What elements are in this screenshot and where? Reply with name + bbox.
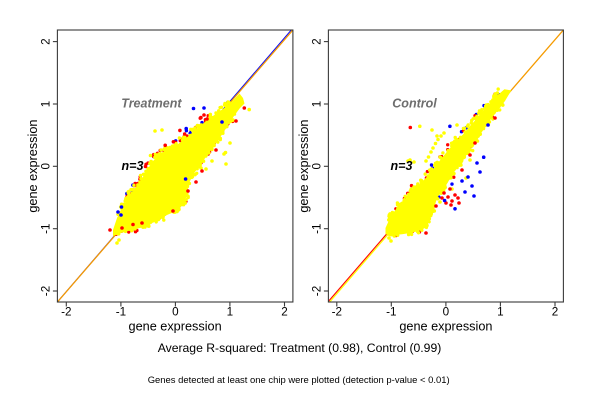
svg-text:gene expression: gene expression (26, 120, 40, 213)
svg-text:2: 2 (552, 305, 559, 318)
svg-text:-2: -2 (311, 286, 324, 296)
svg-text:2: 2 (40, 38, 53, 45)
svg-text:Treatment: Treatment (121, 96, 182, 110)
svg-text:2: 2 (311, 38, 324, 45)
svg-text:0: 0 (443, 305, 450, 318)
svg-text:-2: -2 (61, 305, 71, 318)
svg-text:n=3: n=3 (122, 159, 144, 173)
svg-text:2: 2 (281, 305, 288, 318)
svg-text:gene expression: gene expression (399, 320, 492, 334)
svg-text:1: 1 (311, 101, 324, 108)
svg-text:0: 0 (40, 163, 53, 170)
svg-text:0: 0 (172, 305, 179, 318)
svg-text:1: 1 (40, 101, 53, 108)
svg-text:Average R-squared: Treatment (: Average R-squared: Treatment (0.98), Con… (158, 341, 442, 355)
svg-text:-1: -1 (116, 305, 126, 318)
svg-text:Genes detected at least one ch: Genes detected at least one chip were pl… (148, 375, 450, 386)
svg-text:-1: -1 (311, 223, 324, 233)
svg-text:-2: -2 (332, 305, 342, 318)
svg-text:-2: -2 (40, 286, 53, 296)
svg-text:n=3: n=3 (391, 159, 413, 173)
svg-text:0: 0 (311, 163, 324, 170)
svg-text:1: 1 (227, 305, 234, 318)
svg-text:gene expression: gene expression (297, 120, 311, 213)
svg-text:Control: Control (392, 96, 437, 110)
svg-text:1: 1 (497, 305, 504, 318)
svg-text:gene expression: gene expression (129, 320, 222, 334)
svg-text:-1: -1 (40, 223, 53, 233)
svg-text:-1: -1 (386, 305, 396, 318)
